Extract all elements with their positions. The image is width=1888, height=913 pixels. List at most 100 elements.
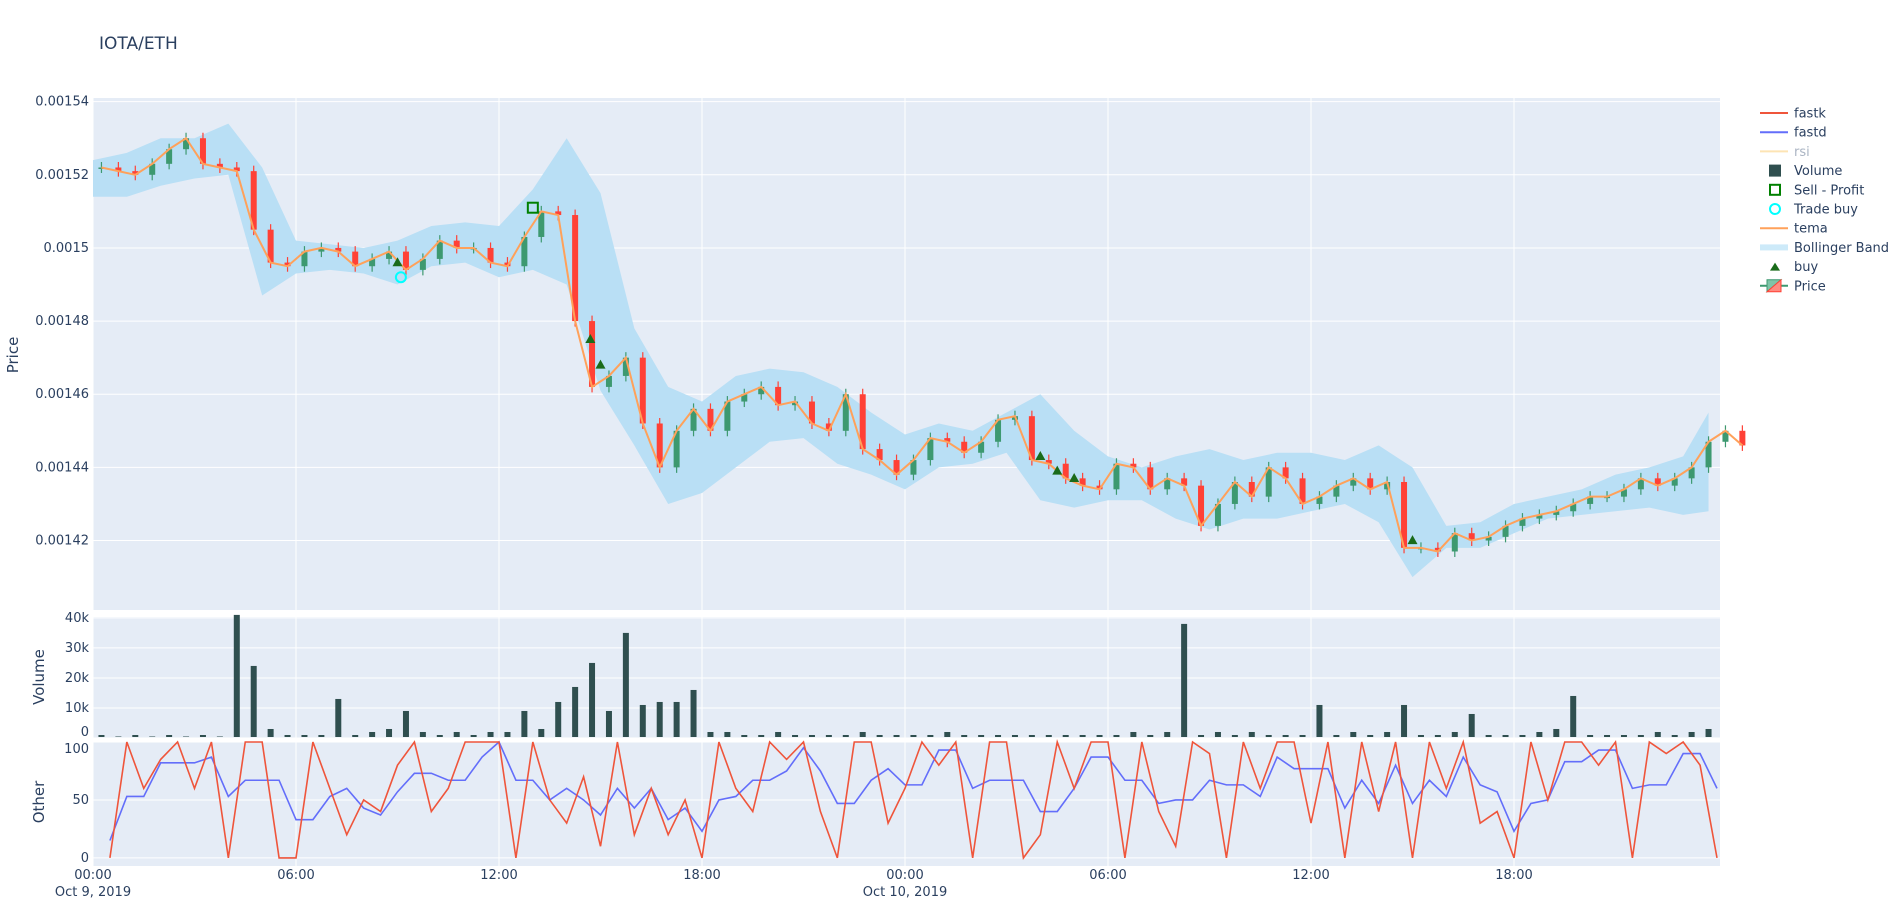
candle-body — [1248, 482, 1255, 497]
volume-bar — [1028, 734, 1035, 737]
candle-body — [1350, 478, 1357, 486]
legend-item-fastk[interactable]: fastk — [1760, 107, 1826, 122]
volume-bar — [724, 731, 731, 737]
candle-body — [267, 229, 274, 263]
candle-body — [453, 240, 460, 248]
volume-bar — [504, 731, 511, 737]
volume-bar — [1688, 731, 1695, 737]
legend-item-tema[interactable]: tema — [1760, 222, 1828, 237]
legend-item-rsi[interactable]: rsi — [1760, 145, 1810, 160]
circle-legend-icon — [1769, 203, 1781, 215]
buy-marker — [595, 359, 606, 369]
candle-body — [1570, 503, 1577, 512]
candle-body — [605, 375, 612, 387]
volume-bar — [825, 734, 832, 737]
buy-marker — [1069, 473, 1080, 482]
y-tick-label: 10k — [65, 701, 90, 716]
y-tick-label: 0.0015 — [44, 241, 90, 256]
candle-body — [1722, 430, 1729, 442]
volume-bar — [775, 731, 782, 737]
candle-body — [216, 163, 223, 168]
volume-bar — [1316, 704, 1323, 737]
candle-body — [487, 247, 494, 263]
y-tick-label: 0.00154 — [35, 95, 89, 110]
y-tick-label: 20k — [65, 671, 90, 686]
candle-body — [386, 251, 393, 259]
volume-bar — [1350, 731, 1357, 737]
volume-bar — [453, 731, 460, 737]
volume-bar — [352, 734, 359, 737]
volume-bar — [1384, 731, 1391, 737]
candle-body — [1113, 463, 1120, 490]
volume-bar — [166, 734, 173, 737]
candle-body — [318, 247, 325, 252]
legend-item-price[interactable]: Price — [1760, 278, 1826, 294]
volume-bar — [1164, 731, 1171, 737]
volume-bar — [1198, 734, 1205, 737]
volume-bar — [386, 728, 393, 737]
legend-item-buy[interactable]: buy — [1770, 260, 1818, 275]
legend-item-sell-profit[interactable]: Sell - Profit — [1769, 183, 1864, 198]
volume-bar — [1231, 734, 1238, 737]
volume-bar — [876, 734, 883, 737]
candle-body — [741, 394, 748, 402]
price-axis-title: Price — [4, 337, 22, 374]
volume-bar — [1062, 734, 1069, 737]
volume-bar — [1265, 734, 1272, 737]
x-tick-label: 00:00 — [74, 868, 111, 883]
candle-body — [301, 251, 308, 267]
candle-body — [622, 357, 629, 376]
volume-bar — [893, 734, 900, 737]
candle-body — [369, 258, 376, 267]
candle-body — [639, 357, 646, 424]
volume-bar — [758, 734, 765, 737]
fastk-line — [109, 738, 1718, 860]
volume-bar — [1181, 623, 1188, 737]
legend-item-trade-buy[interactable]: Trade buy — [1769, 203, 1858, 218]
volume-bar — [978, 734, 985, 737]
legend-item-volume[interactable]: Volume — [1769, 164, 1842, 179]
candle-body — [250, 171, 257, 230]
x-tick-label: 00:00 — [886, 868, 923, 883]
volume-bar — [1333, 734, 1340, 737]
candle-body — [944, 438, 951, 442]
volume-bar — [995, 734, 1002, 737]
volume-bar — [487, 731, 494, 737]
candle-body — [859, 394, 866, 450]
candle-body — [335, 247, 342, 252]
volume-bar — [267, 728, 274, 737]
volume-bar — [605, 710, 612, 737]
volume-bar — [216, 736, 223, 737]
volume-bar — [1705, 728, 1712, 737]
candle-body — [233, 167, 240, 172]
volume-bar — [115, 736, 122, 737]
legend-item-bollinger-band[interactable]: Bollinger Band — [1760, 241, 1888, 256]
candle-body — [199, 138, 206, 164]
volume-bar — [1451, 731, 1458, 737]
volume-bar — [284, 734, 291, 737]
candle-body — [1553, 511, 1560, 515]
y-tick-label: 100 — [64, 742, 89, 757]
candle-body — [1688, 467, 1695, 479]
volume-bar — [318, 734, 325, 737]
candle-body — [1434, 547, 1441, 552]
x-tick-label: 18:00 — [683, 868, 720, 883]
volume-bar — [1214, 731, 1221, 737]
legend-item-fastd[interactable]: fastd — [1760, 126, 1827, 141]
volume-bar — [1654, 731, 1661, 737]
candle-body — [132, 171, 139, 175]
buy-marker — [585, 334, 596, 344]
candle-body — [1130, 463, 1137, 468]
candle-body — [995, 419, 1002, 442]
y-tick-label: 0 — [81, 725, 89, 740]
legend-label: Bollinger Band — [1794, 241, 1888, 256]
candle-body — [1468, 533, 1475, 541]
y-tick-label: 40k — [65, 611, 90, 626]
candle-body — [402, 251, 409, 270]
x-tick-label: 06:00 — [277, 868, 314, 883]
x-tick-date: Oct 9, 2019 — [55, 885, 131, 900]
y-tick-label: 0.00148 — [35, 314, 89, 329]
volume-bar — [1536, 731, 1543, 737]
legend[interactable]: fastk fastd rsi Volume Sell - Profit Trade bu… — [1760, 107, 1888, 295]
volume-bar — [927, 734, 934, 737]
